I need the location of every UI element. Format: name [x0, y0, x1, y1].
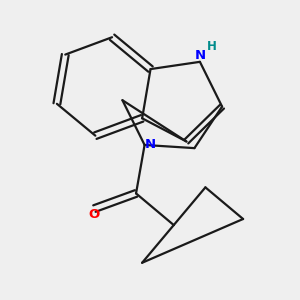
Text: N: N [145, 139, 156, 152]
Text: H: H [207, 40, 217, 52]
Text: N: N [194, 50, 206, 62]
Text: O: O [89, 208, 100, 221]
